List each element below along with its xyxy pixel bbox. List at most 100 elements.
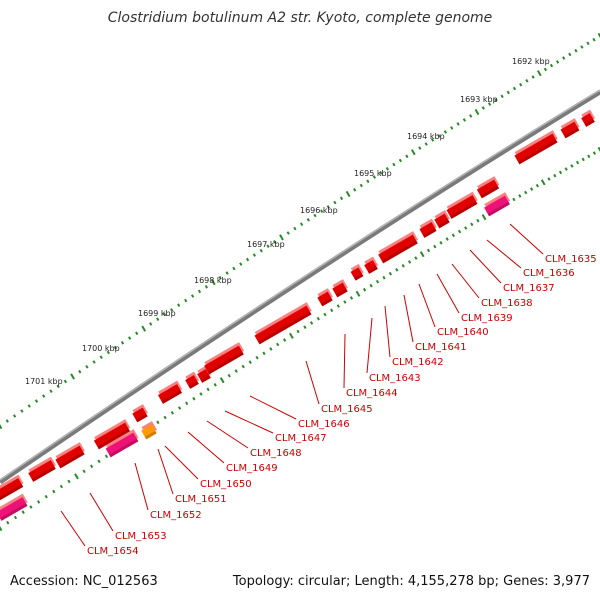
scale-tick — [210, 279, 216, 286]
scale-tick — [199, 392, 203, 396]
gene-label[interactable]: CLM_1653 — [115, 531, 167, 542]
scale-tick — [184, 298, 188, 303]
scale-tick — [519, 82, 523, 87]
gene-label[interactable]: CLM_1643 — [369, 373, 421, 384]
gene-block — [204, 342, 245, 375]
gene-label[interactable]: CLM_1651 — [175, 494, 227, 505]
scale-tick — [398, 158, 403, 163]
scale-tick — [581, 157, 585, 162]
outer-scale-ticks — [0, 32, 600, 430]
scale-tick — [500, 94, 504, 99]
scale-tick — [430, 138, 435, 142]
gene-label[interactable]: CLM_1650 — [200, 479, 252, 490]
scale-tick — [549, 63, 554, 68]
gene-block — [132, 404, 148, 423]
scale-tick — [52, 489, 56, 494]
scale-tick — [320, 209, 324, 213]
gene-label[interactable]: CLM_1648 — [250, 448, 302, 459]
scale-tick — [21, 510, 25, 514]
scale-tick — [5, 419, 9, 423]
scale-tick — [382, 275, 386, 280]
scale-tick — [512, 197, 516, 202]
gene-leader-line — [403, 294, 414, 343]
gene-block — [581, 109, 596, 127]
scale-tick — [586, 41, 590, 46]
gene-label[interactable]: CLM_1638 — [481, 298, 533, 309]
map-title: Clostridium botulinum A2 str. Kyoto, com… — [107, 10, 493, 26]
scale-tick — [379, 171, 383, 175]
scale-tick — [531, 75, 535, 79]
scale-tick — [303, 325, 307, 329]
scale-tick — [592, 151, 597, 155]
scale-tick — [309, 321, 314, 325]
scale-tick — [474, 108, 480, 116]
gene-label[interactable]: CLM_1646 — [298, 419, 350, 430]
scale-tick — [149, 322, 153, 326]
gene-block — [55, 442, 85, 469]
gene-label[interactable]: CLM_1647 — [275, 433, 327, 444]
scale-tick — [6, 520, 10, 525]
scale-tick — [575, 160, 580, 165]
gene-leader-line — [60, 510, 86, 547]
gene-block — [93, 419, 131, 450]
gene-label[interactable]: CLM_1645 — [321, 404, 373, 415]
gene-label[interactable]: CLM_1644 — [346, 388, 398, 399]
gene-label[interactable]: CLM_1649 — [226, 463, 278, 474]
scale-tick — [405, 154, 409, 159]
scale-tick — [451, 233, 456, 238]
gene-label[interactable]: CLM_1654 — [87, 546, 139, 557]
gene-label[interactable]: CLM_1642 — [392, 357, 444, 368]
gene-label[interactable]: CLM_1639 — [461, 313, 513, 324]
gene-leader-line — [343, 333, 346, 389]
gene-block — [0, 493, 28, 521]
scale-tick — [163, 312, 167, 317]
scale-tick — [369, 283, 373, 288]
scale-label: 1696 kbp — [300, 206, 338, 215]
scale-tick — [536, 70, 542, 77]
gene-label[interactable]: CLM_1640 — [437, 327, 489, 338]
scale-tick — [239, 262, 243, 266]
gene-label[interactable]: CLM_1641 — [415, 342, 467, 353]
scale-tick — [106, 350, 110, 355]
scale-tick — [388, 271, 393, 276]
scale-tick — [170, 411, 175, 415]
gene-label[interactable]: CLM_1652 — [150, 510, 202, 521]
gene-block — [141, 421, 157, 440]
scale-tick — [262, 351, 266, 356]
scale-tick — [227, 373, 231, 378]
scale-tick — [395, 268, 399, 272]
gene-label[interactable]: CLM_1635 — [545, 254, 597, 265]
scale-tick — [225, 271, 229, 275]
scale-tick — [323, 312, 327, 317]
scale-tick — [558, 170, 563, 175]
scale-label: 1692 kbp — [512, 57, 550, 66]
scale-tick — [89, 464, 94, 469]
scale-tick — [512, 86, 517, 91]
scale-label: 1698 kbp — [194, 276, 232, 285]
scale-tick — [518, 194, 522, 198]
scale-tick — [74, 473, 79, 480]
scale-tick — [82, 469, 86, 474]
genome-stats-text: Topology: circular; Length: 4,155,278 bp… — [232, 574, 590, 589]
gene-block — [157, 380, 183, 404]
gene-block — [484, 192, 511, 217]
gene-label[interactable]: CLM_1636 — [523, 268, 575, 279]
scale-tick — [63, 379, 68, 384]
scale-tick — [42, 394, 46, 398]
gene-label[interactable]: CLM_1637 — [503, 283, 555, 294]
gene-block — [350, 263, 364, 281]
scale-tick — [410, 149, 416, 156]
gene-leader-line — [366, 317, 373, 374]
scale-tick — [177, 406, 182, 410]
gene-block — [560, 118, 580, 139]
gene-block — [317, 288, 333, 307]
scale-tick — [540, 179, 546, 186]
gene-block — [105, 429, 139, 458]
label-leader-lines — [60, 223, 544, 547]
scale-tick — [67, 479, 71, 484]
scale-tick — [443, 130, 448, 134]
scale-label: 1694 kbp — [407, 132, 445, 141]
scale-tick — [570, 164, 574, 168]
scale-tick — [204, 285, 209, 289]
